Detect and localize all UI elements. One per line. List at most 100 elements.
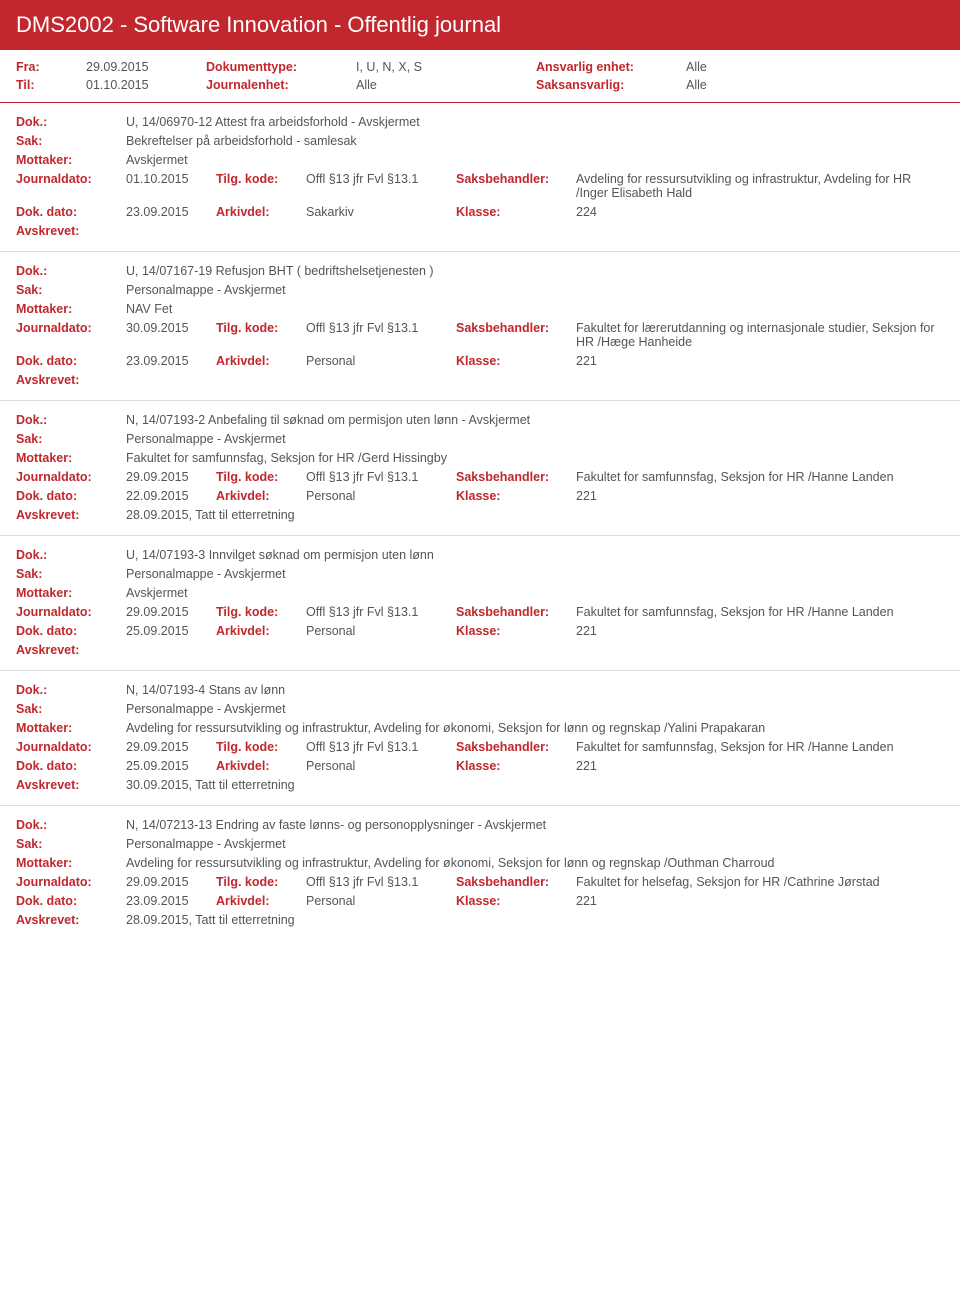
klasse-value: 221 <box>576 894 944 908</box>
dokdato-value: 23.09.2015 <box>126 894 216 908</box>
journal-entry: Dok.:U, 14/07193-3 Innvilget søknad om p… <box>0 536 960 671</box>
journaldato-label: Journaldato: <box>16 740 126 754</box>
saksbehandler-value: Fakultet for helsefag, Seksjon for HR /C… <box>576 875 944 889</box>
arkivdel-value: Personal <box>306 759 456 773</box>
arkivdel-value: Personal <box>306 624 456 638</box>
saksansvarlig-value: Alle <box>686 78 786 92</box>
arkivdel-value: Personal <box>306 354 456 368</box>
dok-label: Dok.: <box>16 818 126 832</box>
journal-entry: Dok.:N, 14/07193-4 Stans av lønnSak:Pers… <box>0 671 960 806</box>
avskrevet-value <box>126 224 944 238</box>
klasse-label: Klasse: <box>456 759 576 773</box>
mottaker-label: Mottaker: <box>16 153 126 167</box>
dokumenttype-label: Dokumenttype: <box>206 60 356 74</box>
ansvarlig-value: Alle <box>686 60 786 74</box>
sak-label: Sak: <box>16 702 126 716</box>
avskrevet-label: Avskrevet: <box>16 508 126 522</box>
mottaker-value: Avskjermet <box>126 153 944 167</box>
mottaker-value: Fakultet for samfunnsfag, Seksjon for HR… <box>126 451 944 465</box>
avskrevet-label: Avskrevet: <box>16 373 126 387</box>
tilgkode-value: Offl §13 jfr Fvl §13.1 <box>306 605 456 619</box>
klasse-label: Klasse: <box>456 489 576 503</box>
journal-entry: Dok.:N, 14/07213-13 Endring av faste løn… <box>0 806 960 940</box>
fra-value: 29.09.2015 <box>86 60 206 74</box>
mottaker-label: Mottaker: <box>16 586 126 600</box>
arkivdel-value: Personal <box>306 489 456 503</box>
klasse-label: Klasse: <box>456 205 576 219</box>
journaldato-value: 29.09.2015 <box>126 605 216 619</box>
arkivdel-value: Sakarkiv <box>306 205 456 219</box>
tilgkode-label: Tilg. kode: <box>216 875 306 889</box>
avskrevet-label: Avskrevet: <box>16 224 126 238</box>
entries-container: Dok.:U, 14/06970-12 Attest fra arbeidsfo… <box>0 103 960 940</box>
til-label: Til: <box>16 78 86 92</box>
dokdato-label: Dok. dato: <box>16 759 126 773</box>
dok-value: U, 14/07167-19 Refusjon BHT ( bedriftshe… <box>126 264 944 278</box>
saksbehandler-value: Fakultet for samfunnsfag, Seksjon for HR… <box>576 605 944 619</box>
sak-label: Sak: <box>16 134 126 148</box>
dok-label: Dok.: <box>16 264 126 278</box>
dok-label: Dok.: <box>16 683 126 697</box>
klasse-value: 221 <box>576 489 944 503</box>
saksbehandler-label: Saksbehandler: <box>456 470 576 484</box>
dokdato-value: 23.09.2015 <box>126 205 216 219</box>
journaldato-value: 29.09.2015 <box>126 875 216 889</box>
avskrevet-value: 30.09.2015, Tatt til etterretning <box>126 778 944 792</box>
arkivdel-label: Arkivdel: <box>216 759 306 773</box>
journaldato-label: Journaldato: <box>16 470 126 484</box>
klasse-value: 221 <box>576 354 944 368</box>
mottaker-value: NAV Fet <box>126 302 944 316</box>
saksansvarlig-label: Saksansvarlig: <box>536 78 686 92</box>
dokdato-label: Dok. dato: <box>16 624 126 638</box>
klasse-value: 221 <box>576 624 944 638</box>
dokdato-value: 22.09.2015 <box>126 489 216 503</box>
tilgkode-label: Tilg. kode: <box>216 740 306 754</box>
avskrevet-label: Avskrevet: <box>16 913 126 927</box>
mottaker-value: Avdeling for ressursutvikling og infrast… <box>126 721 944 735</box>
tilgkode-label: Tilg. kode: <box>216 470 306 484</box>
arkivdel-label: Arkivdel: <box>216 205 306 219</box>
meta-row-2: Til: 01.10.2015 Journalenhet: Alle Saksa… <box>16 78 944 92</box>
saksbehandler-label: Saksbehandler: <box>456 875 576 889</box>
ansvarlig-label: Ansvarlig enhet: <box>536 60 686 74</box>
dok-value: U, 14/07193-3 Innvilget søknad om permis… <box>126 548 944 562</box>
avskrevet-label: Avskrevet: <box>16 643 126 657</box>
arkivdel-label: Arkivdel: <box>216 624 306 638</box>
arkivdel-label: Arkivdel: <box>216 489 306 503</box>
tilgkode-value: Offl §13 jfr Fvl §13.1 <box>306 875 456 889</box>
avskrevet-value <box>126 373 944 387</box>
sak-label: Sak: <box>16 837 126 851</box>
saksbehandler-value: Fakultet for samfunnsfag, Seksjon for HR… <box>576 740 944 754</box>
mottaker-label: Mottaker: <box>16 451 126 465</box>
sak-value: Personalmappe - Avskjermet <box>126 283 944 297</box>
page-title: DMS2002 - Software Innovation - Offentli… <box>16 12 944 38</box>
avskrevet-label: Avskrevet: <box>16 778 126 792</box>
arkivdel-label: Arkivdel: <box>216 894 306 908</box>
dokdato-value: 25.09.2015 <box>126 759 216 773</box>
til-value: 01.10.2015 <box>86 78 206 92</box>
mottaker-label: Mottaker: <box>16 721 126 735</box>
journaldato-value: 29.09.2015 <box>126 740 216 754</box>
sak-value: Personalmappe - Avskjermet <box>126 702 944 716</box>
sak-value: Personalmappe - Avskjermet <box>126 837 944 851</box>
journaldato-label: Journaldato: <box>16 875 126 889</box>
saksbehandler-label: Saksbehandler: <box>456 321 576 335</box>
klasse-value: 224 <box>576 205 944 219</box>
tilgkode-value: Offl §13 jfr Fvl §13.1 <box>306 740 456 754</box>
saksbehandler-value: Fakultet for samfunnsfag, Seksjon for HR… <box>576 470 944 484</box>
journalenhet-value: Alle <box>356 78 536 92</box>
mottaker-label: Mottaker: <box>16 302 126 316</box>
journal-entry: Dok.:U, 14/07167-19 Refusjon BHT ( bedri… <box>0 252 960 401</box>
dok-label: Dok.: <box>16 115 126 129</box>
klasse-label: Klasse: <box>456 624 576 638</box>
journaldato-value: 30.09.2015 <box>126 321 216 335</box>
meta-block: Fra: 29.09.2015 Dokumenttype: I, U, N, X… <box>0 50 960 103</box>
saksbehandler-label: Saksbehandler: <box>456 605 576 619</box>
tilgkode-label: Tilg. kode: <box>216 605 306 619</box>
saksbehandler-label: Saksbehandler: <box>456 172 576 186</box>
fra-label: Fra: <box>16 60 86 74</box>
meta-row-1: Fra: 29.09.2015 Dokumenttype: I, U, N, X… <box>16 60 944 74</box>
sak-value: Personalmappe - Avskjermet <box>126 567 944 581</box>
avskrevet-value: 28.09.2015, Tatt til etterretning <box>126 508 944 522</box>
journaldato-value: 01.10.2015 <box>126 172 216 186</box>
